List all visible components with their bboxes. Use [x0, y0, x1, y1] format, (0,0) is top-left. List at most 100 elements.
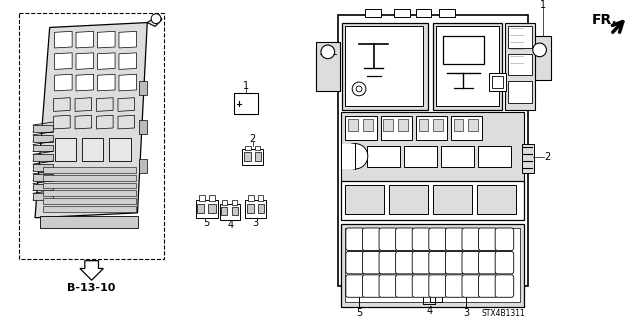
Bar [209, 195, 214, 201]
Bar [398, 119, 408, 131]
Polygon shape [54, 74, 72, 91]
Bar [220, 204, 240, 220]
Bar [367, 145, 400, 167]
Bar [257, 204, 264, 213]
Circle shape [532, 43, 547, 57]
Polygon shape [75, 115, 92, 129]
Bar [245, 200, 266, 218]
Bar [346, 26, 424, 107]
Bar [451, 116, 482, 140]
Bar [40, 216, 138, 227]
Text: 3: 3 [463, 308, 470, 318]
Bar [43, 182, 136, 189]
FancyBboxPatch shape [479, 275, 497, 297]
FancyBboxPatch shape [445, 251, 464, 274]
Bar [43, 198, 136, 204]
Bar [433, 119, 443, 131]
Polygon shape [54, 115, 70, 129]
Bar [415, 286, 429, 294]
Bar [33, 125, 52, 132]
Text: 1: 1 [540, 0, 547, 10]
FancyBboxPatch shape [396, 251, 414, 274]
Bar [381, 116, 412, 140]
Polygon shape [118, 115, 134, 129]
Text: 5: 5 [356, 308, 362, 318]
Bar [522, 144, 534, 173]
FancyBboxPatch shape [495, 228, 514, 250]
Circle shape [151, 14, 161, 24]
Bar [199, 195, 205, 201]
Bar [43, 190, 136, 196]
Polygon shape [97, 53, 115, 70]
FancyBboxPatch shape [495, 251, 514, 274]
Bar [33, 145, 52, 152]
FancyBboxPatch shape [362, 251, 381, 274]
Text: 2: 2 [250, 134, 256, 144]
Text: STX4B1311: STX4B1311 [482, 309, 525, 318]
FancyBboxPatch shape [346, 275, 364, 297]
Bar [221, 207, 227, 215]
Bar [248, 195, 253, 201]
Bar [439, 9, 454, 17]
Polygon shape [97, 31, 115, 48]
Bar [196, 200, 218, 218]
Polygon shape [76, 53, 93, 70]
Bar [460, 286, 473, 294]
FancyBboxPatch shape [462, 228, 481, 250]
Bar [346, 227, 520, 302]
Polygon shape [97, 98, 113, 111]
Circle shape [321, 45, 335, 59]
Bar [43, 206, 136, 212]
Text: 1: 1 [243, 81, 249, 91]
Bar [43, 175, 136, 181]
Text: 4: 4 [426, 307, 433, 316]
Bar [430, 288, 442, 302]
Bar [19, 13, 164, 259]
Bar [348, 119, 358, 131]
Text: 3: 3 [253, 218, 259, 228]
Bar [33, 193, 52, 200]
Bar [342, 144, 356, 169]
FancyBboxPatch shape [462, 275, 481, 297]
FancyBboxPatch shape [445, 228, 464, 250]
Bar [441, 145, 474, 167]
FancyBboxPatch shape [379, 228, 397, 250]
Bar [33, 135, 52, 142]
FancyBboxPatch shape [429, 251, 447, 274]
FancyBboxPatch shape [396, 275, 414, 297]
FancyBboxPatch shape [346, 228, 364, 250]
Bar [232, 200, 237, 205]
FancyBboxPatch shape [479, 251, 497, 274]
Bar [524, 36, 551, 80]
Bar [363, 119, 372, 131]
Bar [454, 119, 463, 131]
FancyBboxPatch shape [346, 251, 364, 274]
Bar [33, 154, 52, 161]
FancyBboxPatch shape [412, 228, 431, 250]
Polygon shape [35, 23, 147, 218]
FancyBboxPatch shape [379, 275, 397, 297]
Bar [346, 185, 385, 214]
Bar [33, 164, 52, 171]
FancyBboxPatch shape [362, 228, 381, 250]
FancyBboxPatch shape [429, 275, 447, 297]
Bar [436, 26, 499, 107]
Bar [109, 138, 131, 161]
Bar [208, 204, 216, 213]
Bar [415, 9, 431, 17]
Polygon shape [54, 31, 72, 48]
Bar [140, 81, 147, 95]
Bar [415, 116, 447, 140]
Bar [54, 138, 76, 161]
Bar [316, 42, 339, 91]
Bar [346, 116, 376, 140]
Bar [255, 152, 262, 161]
Polygon shape [54, 53, 72, 70]
Text: FR.: FR. [591, 13, 617, 27]
Bar [242, 149, 264, 165]
Circle shape [352, 82, 366, 96]
Bar [257, 195, 264, 201]
Polygon shape [119, 74, 136, 91]
FancyBboxPatch shape [362, 275, 381, 297]
FancyBboxPatch shape [379, 251, 397, 274]
